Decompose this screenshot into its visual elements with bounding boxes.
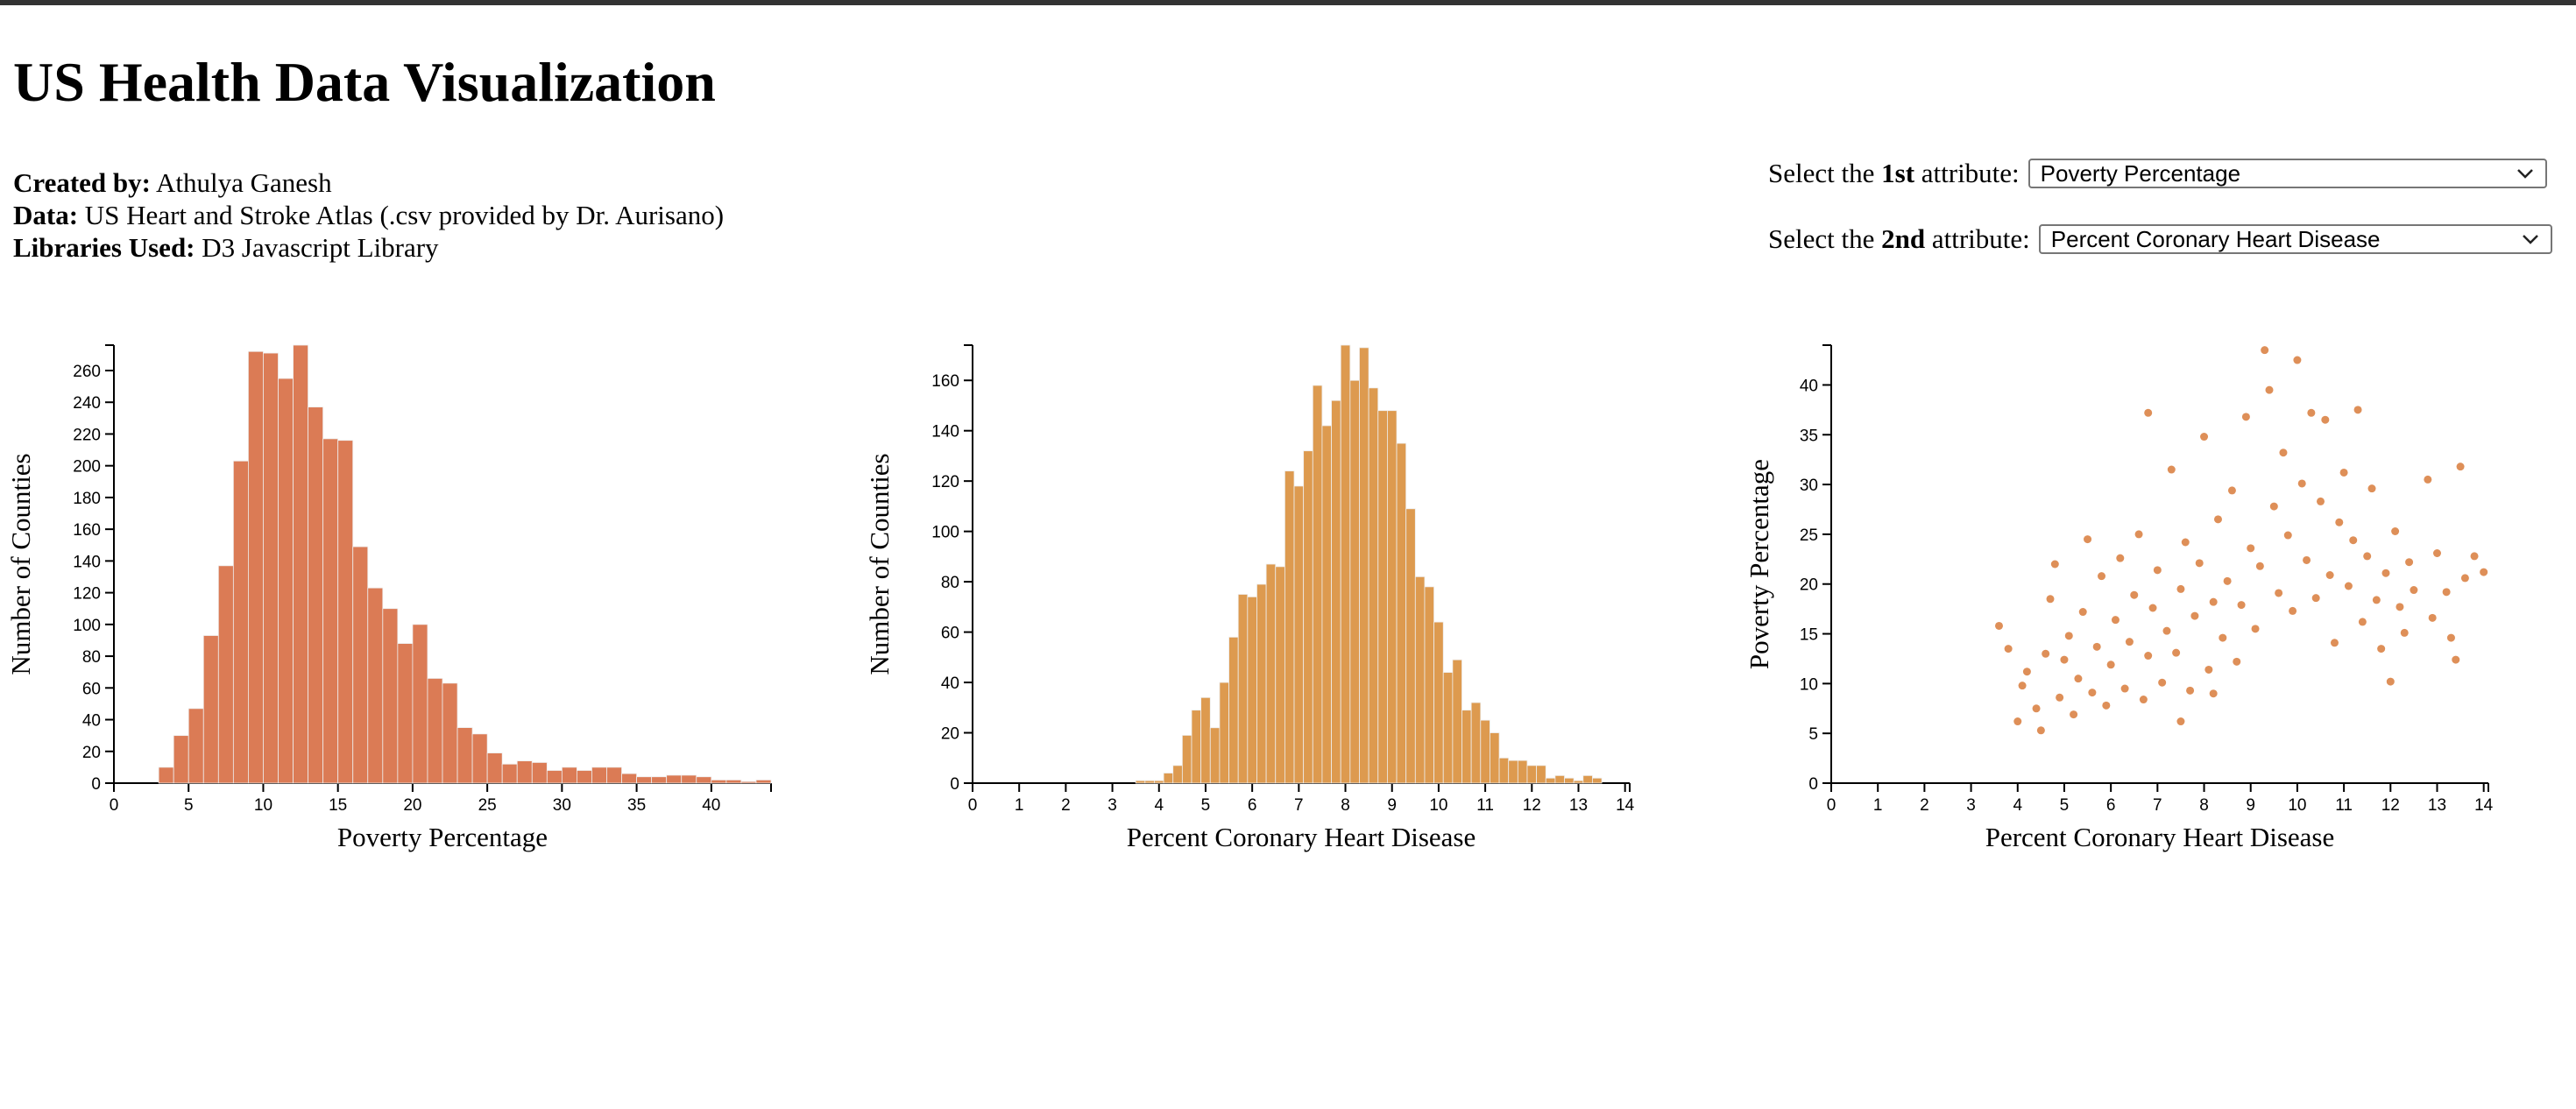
first-attribute-value: Poverty Percentage [2040, 159, 2241, 187]
y-tick-label: 160 [73, 521, 101, 540]
histogram-bar [248, 350, 264, 784]
second-attribute-label: Select the 2nd attribute: [1768, 223, 2030, 254]
histogram-bar [755, 779, 772, 784]
top-border [0, 0, 2576, 5]
y-tick-label: 260 [73, 363, 101, 381]
histogram-bar [681, 774, 697, 784]
first-attribute-row: Select the 1st attribute: Poverty Percen… [1768, 156, 2565, 191]
y-tick-label: 140 [73, 553, 101, 571]
y-tick-label: 240 [73, 394, 101, 413]
histogram-bar [322, 438, 339, 784]
y-tick-label: 200 [73, 458, 101, 477]
histogram-bar [382, 608, 399, 784]
histogram-bar [651, 776, 668, 784]
second-attribute-value: Percent Coronary Heart Disease [2050, 225, 2381, 252]
y-tick-label: 120 [73, 585, 101, 604]
second-attribute-row: Select the 2nd attribute: Percent Corona… [1768, 222, 2565, 257]
histogram-bar [531, 762, 548, 784]
histogram-bar [293, 344, 308, 784]
x-tick-label: 40 [702, 796, 720, 815]
x-axis-title: Poverty Percentage [337, 822, 548, 852]
histogram-bar [352, 546, 369, 784]
histogram-bar [516, 760, 533, 784]
chevron-down-icon [2522, 235, 2538, 244]
y-tick-label: 100 [73, 617, 101, 635]
x-tick-label: 0 [110, 796, 119, 815]
info-value: D3 Javascript Library [202, 232, 439, 263]
y-tick-label: 220 [73, 426, 101, 444]
histogram-bar [725, 779, 742, 784]
y-tick-label: 60 [82, 680, 101, 698]
histogram-bar [471, 733, 488, 784]
histogram-bar [412, 624, 428, 784]
histogram-bar [442, 682, 458, 784]
x-tick-label: 25 [478, 796, 497, 815]
page-title: US Health Data Visualization [13, 51, 716, 113]
first-attribute-label: Select the 1st attribute: [1768, 158, 2020, 188]
y-tick-label: 20 [82, 744, 101, 762]
chevron-down-icon [2516, 169, 2533, 179]
bars [158, 344, 772, 784]
histogram-bar [740, 781, 757, 784]
histogram-bar [696, 776, 712, 784]
histogram-bar [427, 678, 443, 784]
histogram-bar [188, 708, 204, 784]
histogram-bar [202, 635, 219, 784]
y-tick-label: 40 [82, 712, 101, 731]
histogram-bar [577, 770, 592, 784]
histogram-bar [621, 773, 637, 784]
histogram-bar [636, 776, 653, 784]
x-tick-label: 20 [403, 796, 421, 815]
info-created-by: Created by: Athulya Ganesh [13, 166, 724, 199]
info-label: Data: [13, 200, 79, 230]
y-tick-label: 0 [91, 775, 101, 794]
attribute-selectors: Select the 1st attribute: Poverty Percen… [1768, 156, 2565, 287]
info-label: Libraries Used: [13, 232, 195, 263]
info-data: Data: US Heart and Stroke Atlas (.csv pr… [13, 199, 724, 231]
histogram-bar [606, 766, 622, 784]
second-attribute-select[interactable]: Percent Coronary Heart Disease [2038, 224, 2552, 254]
histogram-bar [501, 763, 518, 784]
info-block: Created by: Athulya Ganesh Data: US Hear… [13, 166, 724, 264]
histogram-bar [263, 352, 279, 784]
x-tick-label: 30 [553, 796, 571, 815]
info-value: US Heart and Stroke Atlas (.csv provided… [84, 200, 725, 230]
histogram-bar [308, 406, 324, 784]
histogram-bar [278, 378, 294, 784]
y-tick-label: 180 [73, 490, 101, 508]
x-tick-label: 10 [254, 796, 272, 815]
info-value: Athulya Ganesh [156, 167, 332, 198]
histogram-bar [158, 766, 174, 784]
histogram-bar [232, 460, 249, 784]
histogram-bar [367, 587, 384, 784]
histogram-bar [456, 727, 473, 784]
y-axis-title: Number of Counties [5, 453, 36, 675]
x-tick-label: 35 [627, 796, 646, 815]
x-tick-label: 15 [329, 796, 347, 815]
first-attribute-select[interactable]: Poverty Percentage [2028, 159, 2547, 188]
histogram-bar [337, 440, 354, 784]
info-libraries: Libraries Used: D3 Javascript Library [13, 231, 724, 264]
histogram-bar [173, 735, 189, 784]
histogram-bar [217, 565, 234, 784]
info-label: Created by: [13, 167, 151, 198]
histogram-bar [546, 770, 563, 784]
histogram-bar [397, 643, 414, 784]
x-tick-label: 5 [184, 796, 194, 815]
histogram-bar [666, 774, 683, 784]
histogram-bar [711, 779, 727, 784]
histogram-bar [486, 752, 503, 784]
y-tick-label: 80 [82, 648, 101, 667]
histogram-bar [561, 766, 577, 784]
histogram-bar [591, 766, 607, 784]
